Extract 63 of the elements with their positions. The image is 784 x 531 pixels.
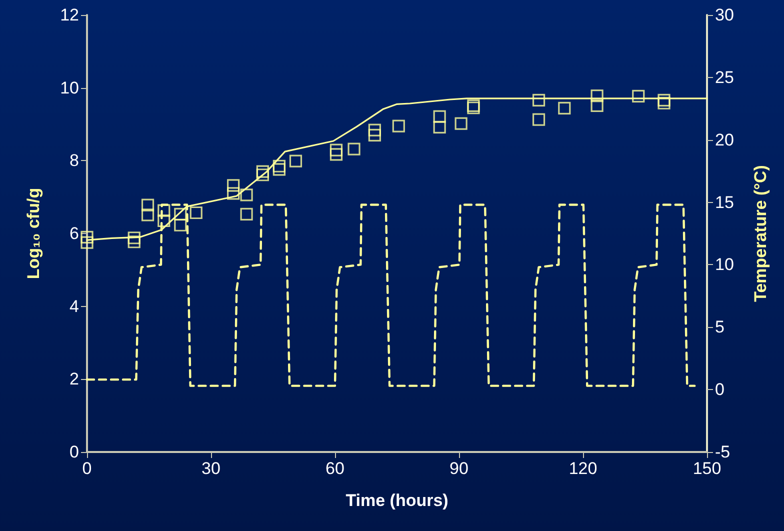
x-tick-label: 150: [692, 459, 722, 478]
y2-tick-label: -5: [715, 442, 730, 462]
y2-tick-label: 10: [715, 255, 734, 274]
y-tick-label: 12: [60, 6, 79, 24]
y-tick-label: 10: [60, 78, 79, 98]
point: [454, 117, 468, 130]
y2-tick-label: 15: [715, 192, 734, 212]
point: [433, 120, 446, 134]
point: [632, 90, 645, 103]
point: [532, 113, 546, 126]
y2-tick-label: 5: [715, 318, 724, 337]
point: [128, 236, 140, 248]
point: [433, 110, 446, 123]
y-axis-title: Log₁₀ cfu/g: [24, 188, 43, 280]
point: [80, 230, 94, 244]
point: [272, 163, 286, 176]
point: [658, 96, 670, 110]
point: [256, 168, 269, 182]
y2-tick-label: 30: [715, 6, 734, 24]
y-tick-label: 0: [70, 442, 79, 462]
point: [392, 120, 405, 132]
point: [158, 204, 170, 217]
point: [227, 187, 240, 200]
point: [190, 206, 202, 220]
y2-tick-label: 20: [715, 130, 734, 150]
y-tick-label: 8: [70, 151, 79, 170]
point: [467, 99, 480, 112]
y-tick-label: 6: [70, 224, 79, 243]
point: [80, 236, 94, 249]
point: [272, 160, 286, 172]
x-tick-label: 30: [202, 459, 220, 478]
y-tick-label: 4: [70, 296, 79, 316]
point: [158, 214, 170, 228]
point: [368, 128, 381, 142]
point: [128, 232, 140, 244]
point: [227, 179, 240, 192]
point: [240, 188, 253, 202]
point: [330, 144, 343, 156]
point: [141, 208, 154, 222]
point: [174, 208, 187, 220]
x-tick-label: 90: [450, 459, 468, 478]
point: [174, 218, 187, 232]
x-tick-label: 120: [568, 459, 598, 478]
point: [532, 94, 546, 107]
y2-tick-label: 0: [715, 380, 724, 400]
point: [289, 154, 302, 168]
point: [467, 102, 480, 114]
x-tick-label: 60: [326, 459, 344, 478]
point: [256, 165, 269, 178]
point: [658, 94, 670, 107]
x-axis-title: Time (hours): [346, 491, 448, 510]
y2-axis-title: Temperature (°C): [751, 165, 770, 302]
point: [240, 208, 253, 220]
x-tick-label: 0: [82, 459, 92, 478]
y-tick-label: 2: [70, 370, 79, 389]
point: [330, 148, 343, 161]
point: [590, 99, 604, 112]
y2-tick-label: 25: [715, 68, 734, 87]
point: [141, 198, 154, 212]
point: [348, 142, 360, 156]
point: [590, 90, 604, 102]
point: [558, 102, 571, 115]
point: [368, 124, 381, 136]
